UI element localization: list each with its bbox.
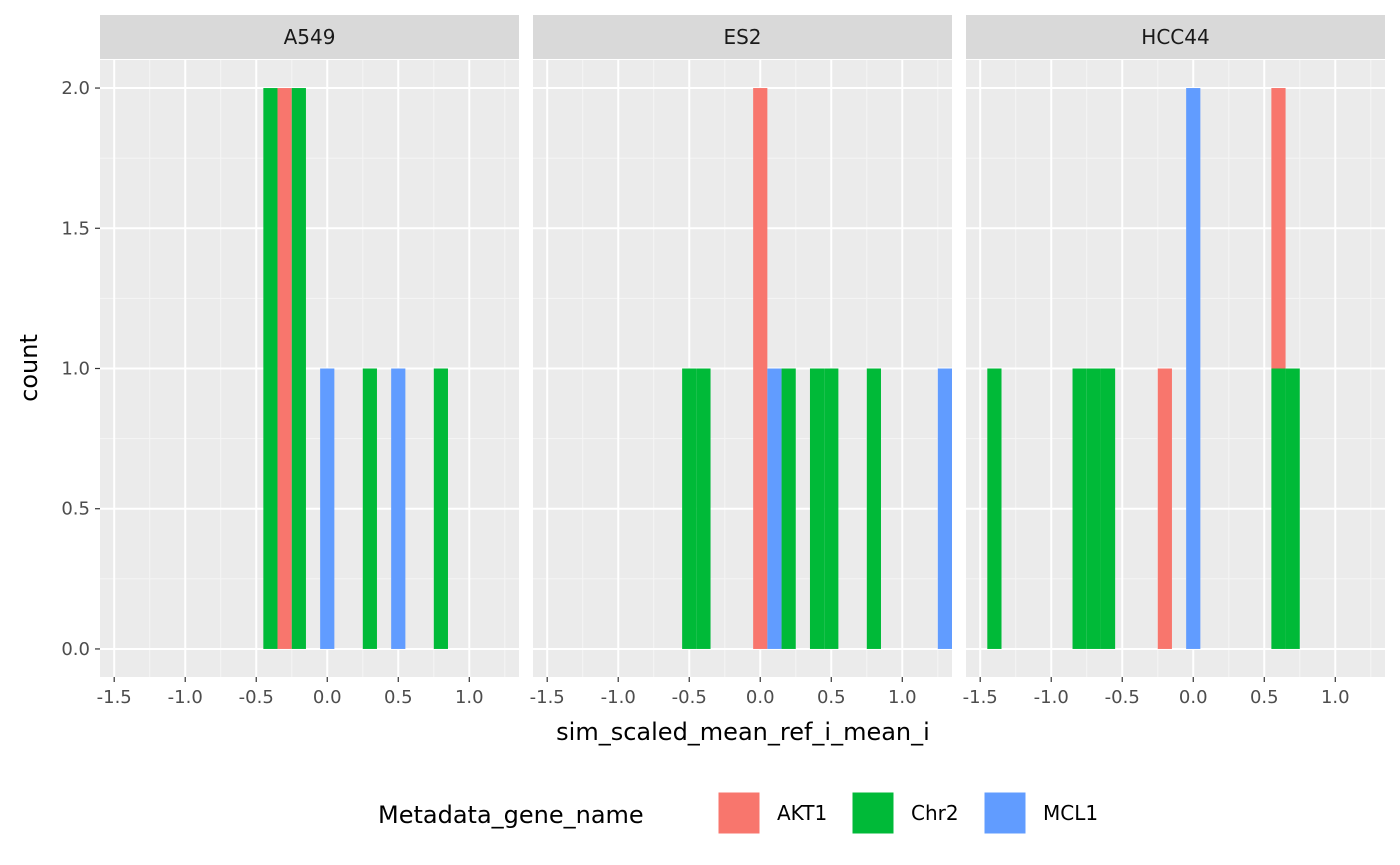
x-tick-label: 0.0 — [746, 687, 775, 708]
histogram-bar-chr2 — [1285, 368, 1300, 649]
histogram-bar-chr2 — [1086, 368, 1101, 649]
histogram-bar-mcl1 — [937, 368, 952, 649]
x-tick-label: -1.0 — [168, 687, 203, 708]
x-axis-title: sim_scaled_mean_ref_i_mean_i — [556, 718, 930, 746]
histogram-bar-chr2 — [696, 368, 711, 649]
x-tick-label: 0.0 — [313, 687, 342, 708]
x-tick-label: 1.0 — [1321, 687, 1350, 708]
legend-label-akt1: AKT1 — [777, 801, 827, 825]
legend-label-mcl1: MCL1 — [1043, 801, 1098, 825]
x-tick-label: 1.0 — [888, 687, 917, 708]
histogram-bar-akt1 — [753, 88, 768, 649]
x-tick-label: -1.5 — [97, 687, 132, 708]
facet-strip — [100, 15, 519, 59]
facet-strip-label: ES2 — [723, 25, 761, 49]
histogram-bar-chr2 — [987, 368, 1002, 649]
x-tick-label: -1.5 — [530, 687, 565, 708]
histogram-bar-chr2 — [1072, 368, 1087, 649]
histogram-bar-mcl1 — [767, 368, 782, 649]
histogram-bar-chr2 — [433, 368, 448, 649]
histogram-bar-chr2 — [866, 368, 881, 649]
legend-key-akt1 — [717, 791, 761, 835]
histogram-bar-mcl1 — [391, 368, 406, 649]
histogram-bar-akt1 — [1271, 88, 1286, 369]
facet-panel-hcc44: HCC44 -1.5 -1.0 -0.5 0.0 0.5 1.0 — [963, 15, 1385, 708]
histogram-bar-akt1 — [277, 88, 292, 649]
x-tick-label: -0.5 — [672, 687, 707, 708]
histogram-bar-chr2 — [263, 88, 278, 649]
panels-group: A549 -1.5 -1.0 -0.5 0.0 0.5 1.0 ES2 -1.5 -1.0 -0.5… — [97, 15, 1385, 708]
histogram-bar-chr2 — [1100, 368, 1116, 649]
x-tick-label: 0.5 — [1250, 687, 1279, 708]
legend-key-mcl1 — [983, 791, 1027, 835]
legend: Metadata_gene_name AKT1 Chr2 MCL1 — [378, 791, 1098, 835]
facet-strip-label: HCC44 — [1141, 25, 1209, 49]
facet-panel-a549: A549 -1.5 -1.0 -0.5 0.0 0.5 1.0 — [97, 15, 519, 708]
legend-title: Metadata_gene_name — [378, 801, 644, 829]
y-tick-label: 2.0 — [61, 78, 90, 99]
histogram-bar-chr2 — [291, 88, 306, 649]
x-tick-label: -1.5 — [963, 687, 998, 708]
histogram-bar-chr2 — [362, 368, 377, 649]
facet-strip — [966, 15, 1385, 59]
histogram-bar-chr2 — [682, 368, 697, 649]
x-tick-label: 1.0 — [455, 687, 484, 708]
y-tick-label: 0.5 — [61, 499, 90, 520]
facet-strip — [533, 15, 952, 59]
legend-label-chr2: Chr2 — [911, 801, 959, 825]
histogram-bar-chr2 — [809, 368, 825, 649]
histogram-bar-akt1 — [1157, 368, 1172, 649]
histogram-bar-chr2 — [1271, 368, 1286, 649]
y-axis-title: count — [15, 334, 43, 402]
histogram-bar-mcl1 — [1186, 88, 1201, 649]
x-tick-label: -1.0 — [1034, 687, 1069, 708]
x-tick-label: -0.5 — [1105, 687, 1140, 708]
x-tick-label: -0.5 — [239, 687, 274, 708]
y-tick-label: 0.0 — [61, 639, 90, 660]
x-tick-label: 0.5 — [817, 687, 846, 708]
y-tick-label: 1.5 — [61, 218, 90, 239]
facet-strip-label: A549 — [284, 25, 336, 49]
facet-panel-es2: ES2 -1.5 -1.0 -0.5 0.0 0.5 1.0 — [530, 15, 952, 708]
x-tick-label: 0.0 — [1179, 687, 1208, 708]
histogram-bar-chr2 — [781, 368, 796, 649]
y-tick-label: 1.0 — [61, 359, 90, 380]
x-tick-label: 0.5 — [384, 687, 413, 708]
legend-key-chr2 — [851, 791, 895, 835]
x-tick-label: -1.0 — [601, 687, 636, 708]
histogram-bar-mcl1 — [320, 368, 335, 649]
histogram-bar-chr2 — [824, 368, 839, 649]
